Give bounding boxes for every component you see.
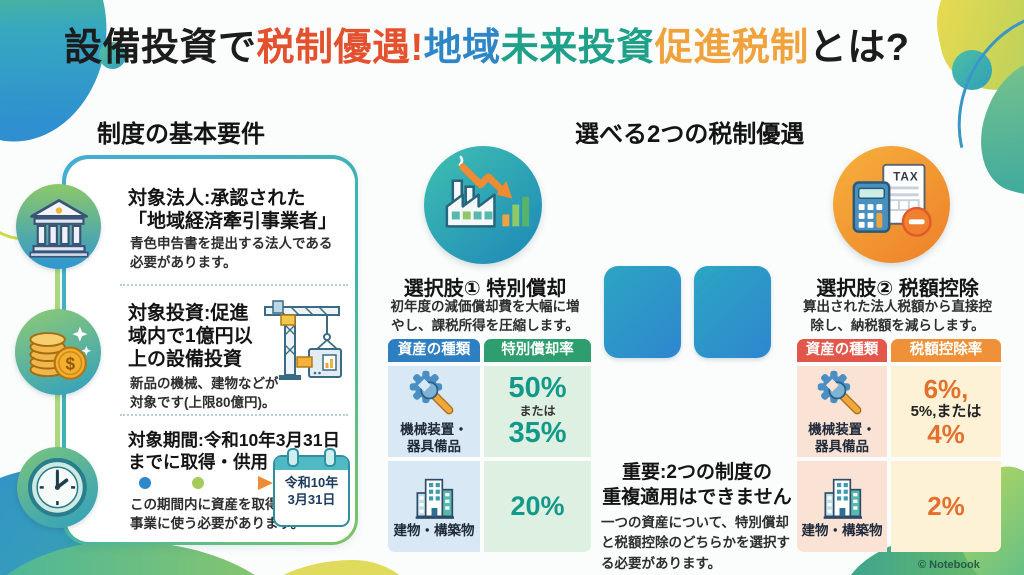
table1-asset1-line2: 器具備品 [407,438,461,454]
important-note-desc: 一つの資産について、特別償却 と税額控除のどちらかを選択す る必要があります。 [601,513,797,574]
table2-rate-5-or: 5%,または [910,402,982,420]
calendar-ring-right [324,448,336,467]
table1-rate-35: 35% [508,417,567,449]
table1-rate-50: 50% [508,372,567,405]
table2-header-asset: 資産の種類 [797,339,887,362]
table1-cell-rate2: 20% [484,461,591,552]
decor-bottom-left-yellow-wave [248,560,423,575]
table2-cell-building: 建物・構築物 [797,461,887,552]
calendar-icon: 令和10年 3月31日 [273,448,350,527]
table1-asset1-line1: 機械装置・ [400,421,468,437]
item3-desc-line1: この期間内に資産を取得し、 [130,497,306,512]
page-title: 設備投資で税制優遇!地域未来投資促進税制とは? [64,16,909,71]
item1-desc-line1: 青色申告書を提出する法人である [130,236,333,251]
option2-label: 選択肢② 税額控除 [816,278,979,300]
title-seg-1: 設備投資で [64,27,257,69]
table2-cell-rate2: 2% [891,461,1001,552]
gear-wrench-icon [407,368,461,422]
important-title-line2: 重複適用はできません [602,486,792,508]
table2-asset1-line2: 器具備品 [815,438,869,454]
decor-top-right-yellow-blob [923,0,1024,101]
table2-asset1-line1: 機械装置・ [808,421,876,437]
table1-rate-20: 20% [510,490,565,521]
title-seg-4: 未来投資 [500,27,655,69]
decor-top-right-green-blob [968,47,1024,205]
center-section-heading: 選べる2つの税制優遇 [575,121,805,148]
calendar-ring-left [287,448,299,467]
table1-cell-rate1: 50% または 35% [484,366,591,457]
title-seg-6: とは? [808,27,910,69]
left-section-heading: 制度の基本要件 [97,121,265,148]
copyright-text: © Notebook [918,559,980,571]
item2-title-line1: 対象投資:促進 [128,303,249,324]
calendar-band [275,457,348,470]
item2-title-line2: 域内で1億円以 [128,326,253,347]
item1-desc-line2: 必要があります。 [130,255,237,270]
item3-desc-line2: 事業に使う必要があります。 [130,516,305,531]
item3-title-line1: 対象期間:令和10年3月31日 [128,430,340,450]
timeline-arrow-icon [134,474,274,492]
title-seg-3: 地域 [423,27,501,69]
table1-cell-machinery: 機械装置・ 器具備品 [388,366,480,457]
item2-desc-line2: 対象です(上限80億円)。 [130,395,276,410]
separator-2 [120,414,348,416]
separator-1 [120,284,348,286]
option2-desc-line1: 算出された法人税額から直接控 [803,299,992,314]
table1-asset2: 建物・構築物 [393,523,475,539]
item1-title-line2: 「地域経済牽引事業者」 [128,211,338,232]
table1-header-asset: 資産の種類 [388,339,480,362]
important-desc-line3: る必要があります。 [601,555,722,571]
crane-icon [247,292,347,398]
option2-desc-line2: 除し、納税額を減らします。 [810,318,985,333]
table1-rate-or: または [519,404,556,418]
blue-square-left [604,266,681,358]
factory-decline-icon [424,146,542,264]
table1-cell-building: 建物・構築物 [388,461,480,552]
table1-header-rate: 特別償却率 [484,339,591,362]
decor-bottom-left-wave [0,541,305,575]
table2-rate-2: 2% [927,491,965,522]
option1-desc-line2: やし、課税所得を圧縮します。 [391,318,579,333]
calendar-date-line1: 令和10年 [284,475,339,490]
option1-label: 選択肢① 特別償却 [403,278,567,300]
calendar-date: 令和10年 3月31日 [275,475,348,509]
important-desc-line2: と税額控除のどちらかを選択す [601,535,790,551]
bank-icon [16,184,101,269]
table2-cell-rate1: 6%, 5%,または 4% [891,366,1001,457]
item3-title-line2: までに取得・供用 [128,452,268,472]
clock-icon [17,447,98,528]
special-depreciation-table: 資産の種類 特別償却率 [388,339,591,552]
blue-square-right [694,266,771,358]
important-title-line1: 重要:2つの制度の [622,462,772,483]
title-seg-5: 促進税制 [654,27,809,69]
svg-text:$: $ [65,353,75,373]
option1-desc-line1: 初年度の減価償却費を大幅に増 [390,299,580,314]
important-desc-line1: 一つの資産について、特別償却 [601,515,789,530]
building-icon [817,473,867,523]
table2-cell-machinery: 機械装置・ 器具備品 [797,366,887,457]
calendar-date-line2: 3月31日 [287,491,336,507]
calculator-tax-icon: TAX [833,146,950,263]
important-note-title: 重要:2つの制度の 重複適用はできません [597,461,797,510]
svg-text:TAX: TAX [893,171,919,184]
decor-top-right-circle [952,50,992,90]
coins-icon: $ [15,309,101,395]
table2-header-rate: 税額控除率 [891,339,1001,362]
item2-desc-line1: 新品の機械、建物などが [130,376,279,391]
tax-credit-table: 資産の種類 税額控除率 [797,339,1001,552]
table2-rate-4: 4% [927,418,965,449]
item1-title-line1: 対象法人:承認された [128,188,306,209]
table2-asset2: 建物・構築物 [801,523,883,539]
item2-title-line3: 上の設備投資 [128,349,243,370]
table2-rate-6: 6%, [923,373,969,404]
title-seg-2: 税制優遇! [256,27,424,69]
building-icon [409,473,459,523]
gear-wrench-icon [815,368,869,422]
